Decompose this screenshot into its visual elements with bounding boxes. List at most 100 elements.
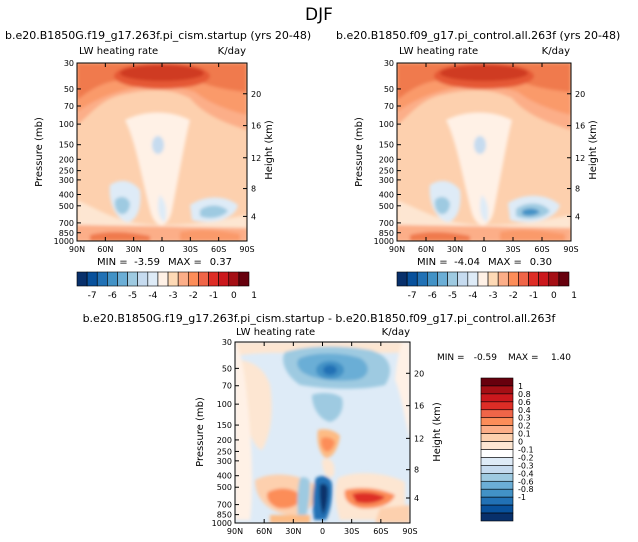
panel-2-ylabel: Pressure (mb) bbox=[354, 117, 365, 187]
colorbar-label: 0.6 bbox=[518, 398, 531, 407]
height-tick-label: 8 bbox=[251, 185, 256, 194]
colorbar-swatch bbox=[538, 271, 550, 287]
colorbar-label: -0.8 bbox=[518, 485, 534, 494]
colorbar-swatch bbox=[480, 433, 514, 442]
height-tick-label: 12 bbox=[251, 154, 261, 163]
y-tick-label: 850 bbox=[59, 229, 74, 238]
colorbar-swatch bbox=[487, 271, 499, 287]
colorbar-swatch bbox=[167, 271, 179, 287]
y-tick-label: 1000 bbox=[374, 237, 394, 246]
x-tick-label: 60S bbox=[373, 527, 388, 536]
colorbar-swatch bbox=[558, 271, 570, 287]
colorbar-label: -7 bbox=[408, 291, 417, 301]
x-tick-label: 30N bbox=[447, 245, 463, 254]
y-tick-label: 50 bbox=[64, 85, 74, 94]
colorbar-swatch bbox=[480, 409, 514, 419]
y-tick-label: 150 bbox=[59, 141, 74, 150]
panel-2-colorbar: -7 -6 -5 -4 -3 -2 -1 0 1 bbox=[396, 271, 577, 301]
panel-2-max-label: MAX = bbox=[488, 257, 522, 268]
x-tick-label: 30S bbox=[344, 527, 359, 536]
colorbar-swatch bbox=[238, 271, 250, 287]
panel-1-ylabel-right: Height (km) bbox=[264, 120, 275, 180]
colorbar-label: -0.3 bbox=[518, 461, 534, 470]
y-tick-label: 30 bbox=[222, 338, 232, 347]
colorbar-swatch bbox=[107, 271, 118, 287]
panel-1: b.e20.B1850G.f19_g17.263f.pi_cism.startu… bbox=[5, 29, 311, 301]
panel-1-min-value: -3.59 bbox=[134, 257, 160, 268]
panel-1-min-label: MIN = bbox=[97, 257, 128, 268]
panel-2-field bbox=[397, 63, 571, 241]
colorbar-swatch bbox=[117, 271, 128, 287]
height-tick-label: 12 bbox=[575, 154, 585, 163]
y-tick-label: 500 bbox=[217, 483, 232, 492]
y-tick-label: 30 bbox=[384, 59, 394, 68]
colorbar-swatch bbox=[480, 425, 514, 434]
height-tick-label: 8 bbox=[575, 185, 580, 194]
colorbar-swatch bbox=[396, 271, 408, 287]
y-tick-label: 150 bbox=[217, 421, 232, 430]
colorbar-label: -4 bbox=[148, 291, 157, 301]
colorbar-label: -1 bbox=[518, 493, 526, 502]
panel-2-title: b.e20.B1850.f09_g17.pi_control.all.263f … bbox=[336, 29, 620, 42]
panel-2: b.e20.B1850.f09_g17.pi_control.all.263f … bbox=[336, 29, 620, 301]
y-tick-label: 30 bbox=[64, 59, 74, 68]
x-tick-label: 30N bbox=[126, 245, 142, 254]
colorbar-swatch bbox=[548, 271, 560, 287]
panel-1-axes: 90N 60N 30N 0 30S 60S 90S 30 50 70 100 150 200 250300… bbox=[54, 59, 262, 254]
colorbar-swatch bbox=[228, 271, 240, 287]
x-tick-label: 90S bbox=[402, 527, 417, 536]
colorbar-swatch bbox=[480, 504, 514, 514]
y-tick-label: 100 bbox=[59, 120, 74, 129]
colorbar-swatch bbox=[198, 271, 209, 287]
colorbar-label: -0.1 bbox=[518, 446, 534, 455]
colorbar-swatch bbox=[480, 417, 514, 426]
colorbar-label: 0.1 bbox=[518, 430, 531, 439]
x-tick-label: 90S bbox=[239, 245, 254, 254]
colorbar-swatch bbox=[480, 377, 514, 387]
height-tick-label: 20 bbox=[251, 90, 261, 99]
colorbar-swatch bbox=[507, 271, 519, 287]
x-tick-label: 90N bbox=[389, 245, 405, 254]
colorbar-label: -2 bbox=[509, 291, 518, 301]
colorbar-label: -5 bbox=[448, 291, 457, 301]
y-tick-label: 250 bbox=[217, 447, 232, 456]
colorbar-swatch bbox=[518, 271, 529, 287]
colorbar-label: 1 bbox=[518, 382, 523, 391]
colorbar-label: 1 bbox=[251, 291, 257, 301]
y-tick-label: 500 bbox=[379, 202, 394, 211]
colorbar-label: -1 bbox=[529, 291, 538, 301]
panel-3-max-value: 1.40 bbox=[551, 353, 571, 363]
x-tick-label: 60N bbox=[256, 527, 272, 536]
x-tick-label: 30S bbox=[183, 245, 198, 254]
y-tick-label: 100 bbox=[379, 120, 394, 129]
y-tick-label: 400 bbox=[59, 190, 74, 199]
y-tick-label: 50 bbox=[384, 85, 394, 94]
height-tick-label: 16 bbox=[414, 402, 424, 411]
y-tick-label: 200 bbox=[59, 155, 74, 164]
y-tick-label: 200 bbox=[379, 155, 394, 164]
colorbar-swatch bbox=[480, 488, 514, 498]
y-tick-label: 700 bbox=[217, 501, 232, 510]
colorbar-swatch bbox=[406, 271, 418, 287]
colorbar-swatch bbox=[480, 401, 514, 411]
y-tick-label: 1000 bbox=[212, 519, 232, 528]
colorbar-swatch bbox=[437, 271, 448, 287]
x-tick-label: 90S bbox=[563, 245, 578, 254]
colorbar-label: 0 bbox=[231, 291, 237, 301]
colorbar-swatch bbox=[416, 271, 428, 287]
colorbar-label: -6 bbox=[428, 291, 437, 301]
height-tick-label: 4 bbox=[575, 212, 580, 221]
y-tick-label: 850 bbox=[217, 511, 232, 520]
colorbar-label: -3 bbox=[169, 291, 178, 301]
x-tick-label: 90N bbox=[69, 245, 85, 254]
colorbar-label: 0.4 bbox=[518, 406, 531, 415]
x-tick-label: 60N bbox=[97, 245, 113, 254]
x-tick-label: 0 bbox=[320, 527, 325, 536]
y-tick-label: 250 bbox=[59, 167, 74, 176]
colorbar-swatch bbox=[480, 449, 514, 458]
panel-2-axes: 90N 60N 30N 0 30S 60S 90S 30 50 70 100 150 200 250300… bbox=[374, 59, 586, 254]
y-tick-label: 700 bbox=[59, 219, 74, 228]
colorbar-swatch bbox=[137, 271, 149, 287]
y-tick-label: 70 bbox=[222, 382, 232, 391]
